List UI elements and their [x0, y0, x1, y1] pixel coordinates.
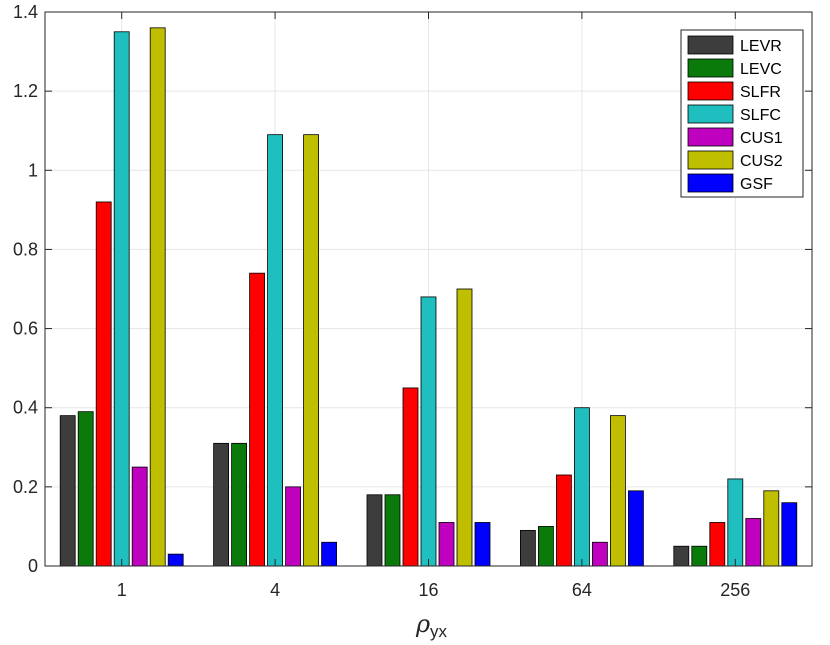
- y-tick-label: 0.2: [13, 477, 38, 497]
- bars: [59, 27, 798, 567]
- legend-label-levc: LEVC: [740, 61, 782, 78]
- bar-levc: [231, 442, 248, 567]
- bar-gsf: [781, 502, 798, 567]
- bar-levc: [538, 526, 554, 567]
- bar-cus2: [149, 27, 166, 567]
- y-tick-label: 0.4: [13, 398, 38, 418]
- y-tick-label: 1.4: [13, 2, 38, 22]
- bar-levr: [213, 442, 230, 567]
- legend-swatch-cus1: [687, 127, 734, 147]
- x-tick-label: 4: [270, 580, 280, 600]
- y-tick-label: 1: [28, 160, 38, 180]
- bar-gsf: [321, 541, 338, 567]
- bar-levc: [384, 494, 401, 567]
- bar-cus2: [303, 134, 320, 567]
- bar-cus1: [592, 541, 608, 567]
- bar-gsf: [628, 490, 644, 567]
- legend-swatch-slfc: [687, 104, 734, 124]
- legend-label-levr: LEVR: [740, 38, 782, 55]
- bar-gsf: [167, 553, 184, 567]
- x-tick-label: 64: [572, 580, 592, 600]
- bar-cus1: [745, 518, 762, 567]
- legend-swatch-gsf: [687, 173, 734, 193]
- x-tick-label: 1: [117, 580, 127, 600]
- legend-label-cus1: CUS1: [740, 130, 783, 147]
- x-axis-label-subscript: yx: [430, 622, 448, 641]
- axis-ticks: 1 4 16 64 256 0 0.2 0.4 0.6 0.8 1 1.2 1.4: [13, 2, 812, 600]
- bar-levc: [691, 545, 708, 567]
- bar-cus2: [763, 490, 780, 567]
- bar-slfr: [95, 201, 112, 567]
- y-tick-label: 0.8: [13, 239, 38, 259]
- x-tick-label: 256: [720, 580, 750, 600]
- legend-label-slfr: SLFR: [740, 84, 781, 101]
- bar-levr: [673, 545, 690, 567]
- bar-levr: [366, 494, 383, 567]
- y-tick-label: 0.6: [13, 319, 38, 339]
- bar-slfc: [113, 31, 130, 567]
- legend-label-gsf: GSF: [740, 176, 773, 193]
- bar-levc: [77, 411, 94, 567]
- bar-cus2: [456, 288, 473, 567]
- legend-label-slfc: SLFC: [740, 107, 781, 124]
- y-tick-label: 0: [28, 556, 38, 576]
- bar-levr: [520, 529, 536, 567]
- bar-slfr: [556, 474, 572, 567]
- legend-swatch-slfr: [687, 81, 734, 101]
- bar-slfr: [402, 387, 419, 567]
- x-tick-label: 16: [418, 580, 438, 600]
- legend-swatch-levc: [687, 58, 734, 78]
- bar-slfc: [267, 134, 284, 567]
- bar-cus1: [285, 486, 302, 567]
- legend-swatch-levr: [687, 35, 734, 55]
- bar-slfc: [574, 407, 590, 567]
- legend-swatch-cus2: [687, 150, 734, 170]
- bar-slfr: [249, 272, 266, 567]
- legend: LEVR LEVC SLFR SLFC CUS1 CUS2 GSF: [680, 29, 804, 198]
- bar-slfr: [709, 522, 726, 567]
- legend-label-cus2: CUS2: [740, 153, 783, 170]
- bar-slfc: [727, 478, 744, 567]
- x-axis-label-symbol: ρ: [415, 610, 430, 638]
- bar-cus2: [610, 415, 626, 567]
- bar-slfc: [420, 296, 437, 567]
- bar-gsf: [474, 522, 491, 567]
- y-tick-label: 1.2: [13, 81, 38, 101]
- bar-cus1: [131, 466, 148, 567]
- bar-cus1: [438, 522, 455, 567]
- bar-levr: [59, 415, 76, 567]
